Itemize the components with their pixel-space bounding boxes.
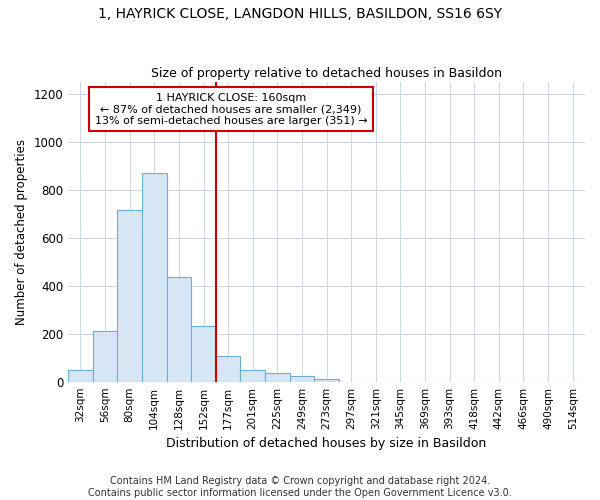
Text: Contains HM Land Registry data © Crown copyright and database right 2024.
Contai: Contains HM Land Registry data © Crown c… <box>88 476 512 498</box>
Bar <box>191 326 216 382</box>
Bar <box>265 373 290 382</box>
Bar <box>68 370 93 382</box>
Title: Size of property relative to detached houses in Basildon: Size of property relative to detached ho… <box>151 66 502 80</box>
Bar <box>314 380 339 382</box>
Bar <box>93 332 118 382</box>
Bar <box>118 210 142 382</box>
X-axis label: Distribution of detached houses by size in Basildon: Distribution of detached houses by size … <box>166 437 487 450</box>
Text: 1, HAYRICK CLOSE, LANGDON HILLS, BASILDON, SS16 6SY: 1, HAYRICK CLOSE, LANGDON HILLS, BASILDO… <box>98 8 502 22</box>
Bar <box>142 173 167 382</box>
Bar <box>167 276 191 382</box>
Bar <box>241 370 265 382</box>
Text: 1 HAYRICK CLOSE: 160sqm  
← 87% of detached houses are smaller (2,349)
13% of se: 1 HAYRICK CLOSE: 160sqm ← 87% of detache… <box>95 92 367 126</box>
Y-axis label: Number of detached properties: Number of detached properties <box>15 139 28 325</box>
Bar <box>216 356 241 382</box>
Bar <box>290 376 314 382</box>
